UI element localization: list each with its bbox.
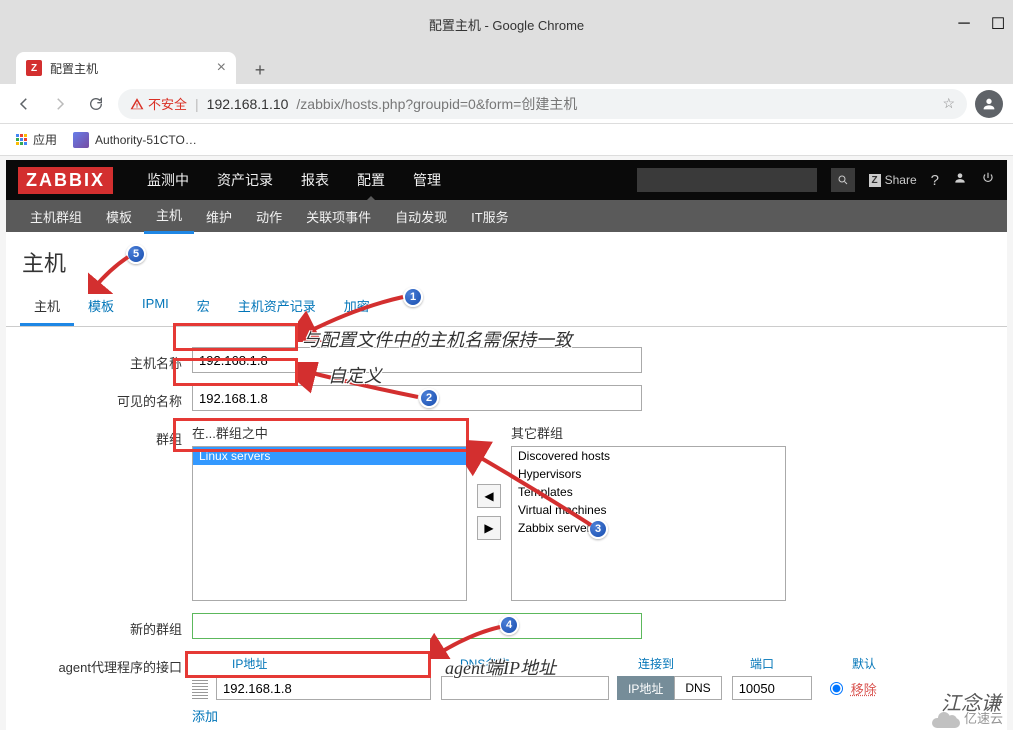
maximize-button[interactable]: ☐	[991, 17, 1005, 31]
form-tabs: 主机 模板 IPMI 宏 主机资产记录 加密	[6, 288, 1007, 327]
groups-in-listbox[interactable]: Linux servers	[192, 446, 467, 601]
search-input[interactable]	[637, 168, 817, 192]
window-titlebar: 配置主机 - Google Chrome ─ ☐	[0, 0, 1013, 48]
list-item[interactable]: Virtual machines	[512, 501, 785, 519]
window-title: 配置主机 - Google Chrome	[429, 15, 584, 34]
tab-macros[interactable]: 宏	[183, 288, 224, 326]
apps-shortcut[interactable]: 应用	[16, 131, 57, 148]
hostname-input[interactable]	[192, 347, 642, 373]
tab-host[interactable]: 主机	[20, 288, 74, 326]
move-left-button[interactable]: ◀	[477, 484, 501, 508]
url-bar: 不安全 | 192.168.1.10/zabbix/hosts.php?grou…	[0, 84, 1013, 124]
bookmark-authority[interactable]: Authority-51CTO…	[73, 132, 197, 148]
connect-ip-button[interactable]: IP地址	[617, 676, 674, 700]
interface-ip-input[interactable]	[216, 676, 431, 700]
help-icon[interactable]: ?	[931, 172, 939, 189]
url-path: /zabbix/hosts.php?groupid=0&form=创建主机	[296, 94, 577, 114]
tab-ipmi[interactable]: IPMI	[128, 288, 183, 326]
zabbix-header: ZABBIX 监测中 资产记录 报表 配置 管理 ZShare ?	[6, 160, 1007, 200]
sub-nav: 主机群组 模板 主机 维护 动作 关联项事件 自动发现 IT服务	[6, 200, 1007, 232]
add-interface-link[interactable]: 添加	[192, 706, 218, 725]
reload-icon	[88, 96, 104, 112]
page-content: ZABBIX 监测中 资产记录 报表 配置 管理 ZShare ? 主机群组 模…	[6, 160, 1007, 730]
tab-bar: Z 配置主机 × +	[0, 48, 1013, 84]
apps-grid-icon	[16, 134, 27, 145]
subnav-itservices[interactable]: IT服务	[459, 200, 521, 233]
tab-encryption[interactable]: 加密	[330, 288, 384, 326]
address-bar[interactable]: 不安全 | 192.168.1.10/zabbix/hosts.php?grou…	[118, 89, 967, 119]
nav-administration[interactable]: 管理	[399, 160, 455, 200]
power-icon[interactable]	[981, 171, 995, 189]
arrow-left-icon	[15, 95, 33, 113]
reload-button[interactable]	[82, 90, 110, 118]
tab-templates[interactable]: 模板	[74, 288, 128, 326]
nav-reports[interactable]: 报表	[287, 160, 343, 200]
back-button[interactable]	[10, 90, 38, 118]
list-item[interactable]: Templates	[512, 483, 785, 501]
browser-tab[interactable]: Z 配置主机 ×	[16, 52, 236, 84]
subnav-discovery[interactable]: 自动发现	[383, 200, 459, 233]
groups-other-listbox[interactable]: Discovered hosts Hypervisors Templates V…	[511, 446, 786, 601]
visiblename-input[interactable]	[192, 385, 642, 411]
interface-port-input[interactable]	[732, 676, 812, 700]
subnav-hostgroups[interactable]: 主机群组	[18, 200, 94, 233]
remove-interface-link[interactable]: 移除	[851, 679, 877, 698]
visiblename-label: 可见的名称	[22, 385, 192, 410]
zabbix-favicon: Z	[26, 60, 42, 76]
search-icon	[837, 174, 849, 186]
insecure-badge: 不安全	[130, 94, 187, 113]
arrow-right-icon	[51, 95, 69, 113]
nav-configuration[interactable]: 配置	[343, 160, 399, 200]
interface-row: IP地址 DNS 移除	[192, 676, 991, 700]
connect-toggle: IP地址 DNS	[617, 676, 722, 700]
url-host: 192.168.1.10	[207, 96, 289, 112]
user-icon[interactable]	[953, 171, 967, 189]
move-right-button[interactable]: ▶	[477, 516, 501, 540]
list-item[interactable]: Discovered hosts	[512, 447, 785, 465]
interface-dns-input[interactable]	[441, 676, 609, 700]
nav-inventory[interactable]: 资产记录	[203, 160, 287, 200]
connect-dns-button[interactable]: DNS	[674, 676, 721, 700]
bookmark-star-icon[interactable]: ☆	[942, 95, 955, 112]
person-icon	[981, 96, 997, 112]
hostname-label: 主机名称	[22, 347, 192, 372]
main-nav: 监测中 资产记录 报表 配置 管理	[133, 160, 455, 200]
share-link[interactable]: ZShare	[869, 173, 917, 187]
default-radio[interactable]	[830, 682, 843, 695]
host-form: 主机名称 可见的名称 群组 在...群组之中 Linux servers ◀	[6, 327, 1007, 730]
list-item[interactable]: Zabbix servers	[512, 519, 785, 537]
minimize-button[interactable]: ─	[957, 17, 971, 31]
forward-button[interactable]	[46, 90, 74, 118]
subnav-maintenance[interactable]: 维护	[194, 200, 244, 233]
profile-avatar[interactable]	[975, 90, 1003, 118]
agent-interface-label: agent代理程序的接口	[22, 651, 192, 676]
subnav-templates[interactable]: 模板	[94, 200, 144, 233]
subnav-actions[interactable]: 动作	[244, 200, 294, 233]
close-tab-icon[interactable]: ×	[217, 59, 226, 77]
newgroup-label: 新的群组	[22, 613, 192, 638]
tab-inventory[interactable]: 主机资产记录	[224, 288, 330, 326]
warning-icon	[130, 97, 144, 111]
tab-title: 配置主机	[50, 60, 98, 77]
list-item[interactable]: Hypervisors	[512, 465, 785, 483]
subnav-hosts[interactable]: 主机	[144, 198, 194, 234]
interface-headers: IP地址 DNS名称 连接到 端口 默认	[192, 651, 991, 676]
bookmarks-bar: 应用 Authority-51CTO…	[0, 124, 1013, 156]
groups-label: 群组	[22, 423, 192, 448]
page-title: 主机	[6, 232, 1007, 288]
bookmark-icon	[73, 132, 89, 148]
drag-handle-icon[interactable]	[192, 677, 208, 699]
list-item[interactable]: Linux servers	[193, 447, 466, 465]
subnav-correlation[interactable]: 关联项事件	[294, 200, 383, 233]
search-button[interactable]	[831, 168, 855, 192]
new-tab-button[interactable]: +	[246, 56, 274, 84]
groups-in-label: 在...群组之中	[192, 423, 467, 442]
nav-monitoring[interactable]: 监测中	[133, 160, 203, 200]
zabbix-logo[interactable]: ZABBIX	[18, 167, 113, 194]
groups-other-label: 其它群组	[511, 423, 786, 442]
newgroup-input[interactable]	[192, 613, 642, 639]
